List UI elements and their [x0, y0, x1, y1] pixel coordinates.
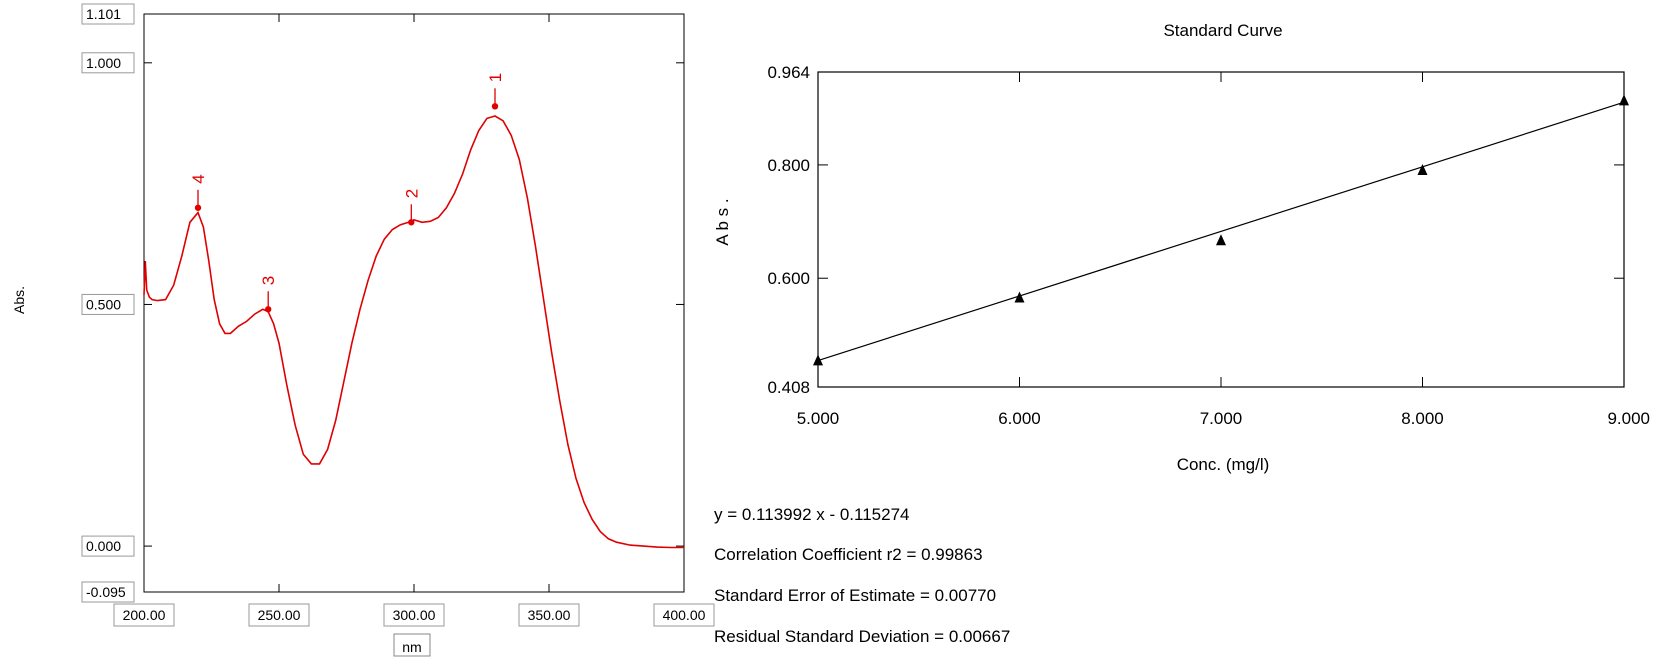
standard-curve-data-point	[1417, 164, 1428, 176]
spectrum-peak-markers: 1 2 3 4	[189, 73, 505, 313]
peak-label: 4	[189, 174, 208, 183]
peak-label: 3	[259, 276, 278, 285]
standard-curve-y-tick-label: 0.408	[767, 378, 810, 397]
spectrum-x-tick-box	[518, 603, 580, 627]
regression-equation: y = 0.113992 x - 0.115274	[714, 505, 910, 524]
standard-curve-data-point	[1619, 94, 1629, 106]
peak-marker-dot	[265, 306, 272, 313]
spectrum-y-tick-box	[81, 3, 135, 25]
peak-marker-dot	[194, 204, 202, 211]
standard-curve-x-axis-label: Conc. (mg/l)	[1177, 455, 1270, 474]
spectrum-x-axis-label: nm	[402, 639, 421, 655]
peak-label: 1	[486, 73, 505, 82]
standard-curve-y-tick-label: 0.964	[767, 63, 810, 82]
spectrum-x-tick-label: 300.00	[393, 607, 436, 623]
regression-stats: y = 0.113992 x - 0.115274 Correlation Co…	[714, 505, 1010, 646]
peak-marker-dot	[408, 219, 415, 226]
spectrum-x-tick-box	[248, 603, 310, 627]
spectrum-x-ticks: 200.00 250.00 300.00 350.00 400.00	[113, 14, 715, 627]
spectrum-plot-frame	[143, 13, 685, 593]
standard-curve-data-point	[1014, 291, 1025, 303]
spectrum-series-line	[143, 115, 684, 549]
standard-curve-fit-line	[817, 101, 1625, 362]
spectrum-x-tick-box	[653, 603, 715, 627]
standard-curve-x-tick-label: 9.000	[1607, 409, 1650, 428]
spectrum-x-tick-label: 200.00	[123, 607, 166, 623]
correlation-coefficient: Correlation Coefficient r2 = 0.99863	[714, 545, 983, 564]
spectrum-y-tick-label: 0.000	[86, 538, 121, 554]
standard-curve-chart: Standard Curve A b s . 0.9640.8000.6000.…	[713, 21, 1650, 474]
standard-curve-data-point	[813, 354, 823, 366]
spectrum-x-tick-box	[383, 603, 445, 627]
spectrum-y-tick-label: 0.500	[86, 296, 121, 312]
spectrum-y-tick-label: -0.095	[86, 584, 126, 600]
spectrum-y-tick-label: 1.000	[86, 55, 121, 71]
peak-marker-dot	[491, 103, 499, 110]
standard-curve-x-tick-label: 8.000	[1401, 409, 1444, 428]
peak-label: 2	[402, 189, 421, 198]
standard-curve-y-axis-label: A b s .	[713, 198, 732, 245]
spectrum-y-tick-box	[81, 581, 135, 603]
spectrum-chart: Abs. 1.101 1.000 0.500 0.000 -0.095 200.00 25…	[11, 3, 715, 657]
standard-curve-x-ticks: 5.000 6.000 7.000 8.000 9.000	[797, 72, 1650, 428]
residual-standard-deviation: Residual Standard Deviation = 0.00667	[714, 627, 1010, 646]
spectrum-y-ticks: 1.101 1.000 0.500 0.000 -0.095	[81, 3, 684, 603]
standard-curve-plot-frame	[817, 71, 1625, 388]
spectrum-y-tick-label: 1.101	[86, 6, 121, 22]
standard-error-of-estimate: Standard Error of Estimate = 0.00770	[714, 586, 996, 605]
spectrum-x-tick-box	[113, 603, 175, 627]
spectrum-y-tick-box	[81, 535, 135, 557]
spectrum-y-tick-box	[81, 52, 135, 74]
standard-curve-points	[813, 94, 1629, 366]
spectrum-x-tick-label: 250.00	[258, 607, 301, 623]
standard-curve-x-tick-label: 5.000	[797, 409, 840, 428]
standard-curve-y-ticks: 0.964 0.800 0.600 0.408	[767, 63, 1624, 397]
spectrum-y-axis-label: Abs.	[11, 286, 27, 314]
spectrum-y-tick-box	[81, 293, 135, 315]
standard-curve-title: Standard Curve	[1163, 21, 1282, 40]
spectrum-x-tick-label: 400.00	[663, 607, 706, 623]
standard-curve-data-point	[1216, 234, 1226, 246]
standard-curve-y-tick-label: 0.600	[767, 269, 810, 288]
standard-curve-x-tick-label: 6.000	[998, 409, 1041, 428]
standard-curve-x-tick-label: 7.000	[1200, 409, 1243, 428]
spectrum-x-axis-label-box	[393, 633, 431, 657]
spectrum-x-tick-label: 350.00	[528, 607, 571, 623]
standard-curve-y-tick-label: 0.800	[767, 156, 810, 175]
